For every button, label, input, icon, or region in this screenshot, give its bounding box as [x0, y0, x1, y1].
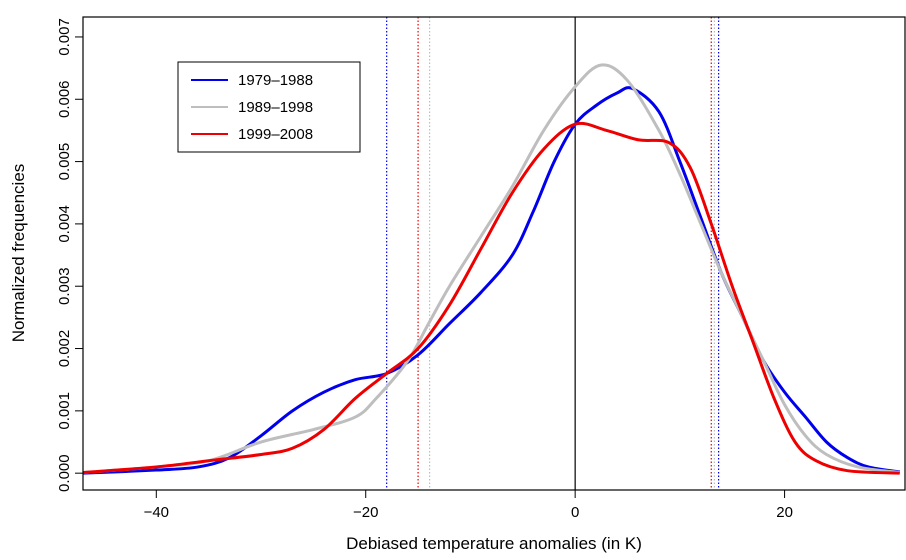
x-tick-label: −40	[144, 504, 169, 521]
legend-label: 1979–1988	[238, 72, 313, 89]
density-line	[83, 63, 900, 475]
x-axis-title: Debiased temperature anomalies (in K)	[346, 534, 642, 553]
y-tick-label: 0.003	[56, 267, 73, 305]
y-tick-label: 0.001	[56, 392, 73, 430]
density-line	[83, 121, 900, 475]
legend-label: 1999–2008	[238, 126, 313, 143]
x-tick-label: 0	[571, 504, 579, 521]
y-tick-label: 0.000	[56, 454, 73, 492]
y-tick-label: 0.005	[56, 143, 73, 181]
plot-area	[83, 17, 900, 490]
y-axis-title: Normalized frequencies	[9, 164, 28, 343]
y-tick-label: 0.002	[56, 330, 73, 368]
x-tick-label: 20	[776, 504, 793, 521]
legend-label: 1989–1998	[238, 99, 313, 116]
y-tick-label: 0.004	[56, 205, 73, 243]
x-tick-label: −20	[353, 504, 378, 521]
y-tick-label: 0.006	[56, 80, 73, 118]
plot-border	[82, 16, 906, 491]
y-tick-label: 0.007	[56, 18, 73, 56]
